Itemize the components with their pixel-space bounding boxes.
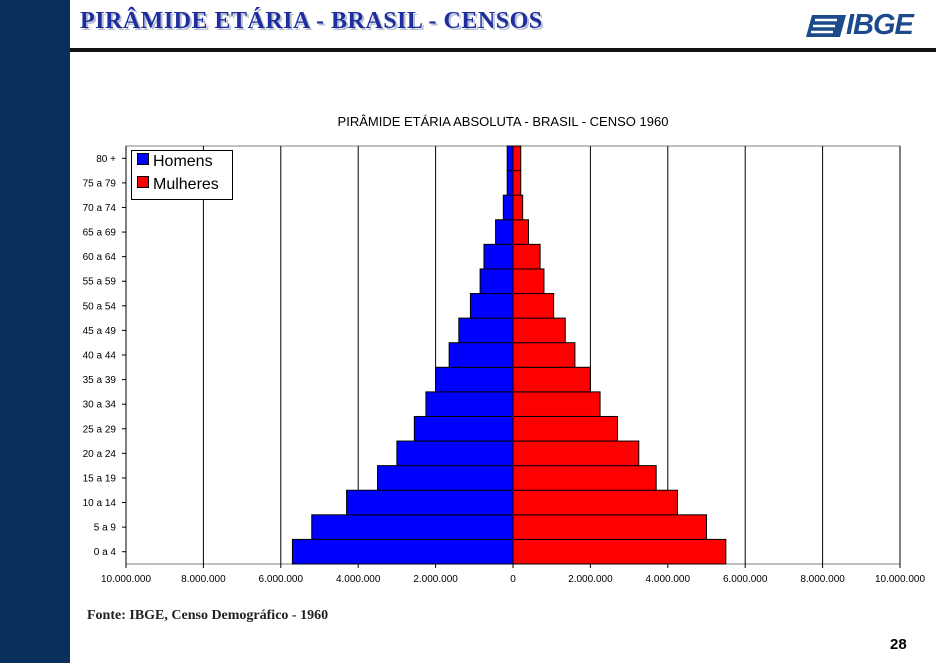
bar-men xyxy=(435,366,514,393)
bar-women xyxy=(512,440,640,467)
x-tick-label: 6.000.000 xyxy=(723,574,768,585)
y-tick-label: 5 a 9 xyxy=(94,523,117,534)
y-tick-label: 50 a 54 xyxy=(83,301,117,312)
x-tick-label: 2.000.000 xyxy=(568,574,613,585)
bar-women xyxy=(512,415,618,442)
bar-men xyxy=(311,514,514,540)
bar-women xyxy=(512,293,555,319)
x-tick-label: 0 xyxy=(510,574,516,585)
x-tick-label: 10.000.000 xyxy=(101,574,151,585)
source-note: Fonte: IBGE, Censo Demográfico - 1960 xyxy=(87,608,329,623)
bar-men xyxy=(291,538,514,565)
y-tick-label: 40 a 44 xyxy=(83,351,117,362)
y-tick-label: 0 a 4 xyxy=(94,547,117,558)
x-tick-label: 4.000.000 xyxy=(646,574,691,585)
sidebar-band xyxy=(0,0,70,663)
x-tick-label: 8.000.000 xyxy=(181,574,226,585)
bar-women xyxy=(512,194,524,221)
y-tick-label: 55 a 59 xyxy=(83,277,117,288)
legend-item-women: Mulheres xyxy=(137,176,219,198)
bar-men xyxy=(479,268,514,295)
bar-men xyxy=(495,219,514,245)
chart-legend: Homens Mulheres xyxy=(131,150,233,200)
x-tick-label: 8.000.000 xyxy=(800,574,845,585)
legend-item-men: Homens xyxy=(137,153,213,175)
bar-men xyxy=(413,415,514,442)
y-tick-label: 60 a 64 xyxy=(83,252,117,263)
bar-men xyxy=(506,145,514,172)
ibge-logo-mark-icon xyxy=(806,15,846,37)
bar-women xyxy=(512,219,529,245)
y-tick-label: 45 a 49 xyxy=(83,326,117,337)
bar-men xyxy=(506,170,514,196)
ibge-logo: IBGE xyxy=(806,9,928,42)
bar-women xyxy=(512,514,707,540)
y-tick-label: 35 a 39 xyxy=(83,375,117,386)
y-tick-label: 80 + xyxy=(96,154,116,165)
bar-men xyxy=(502,194,514,221)
chart-title: PIRÂMIDE ETÁRIA ABSOLUTA - BRASIL - CENS… xyxy=(337,114,669,129)
y-tick-label: 70 a 74 xyxy=(83,203,117,214)
bar-women xyxy=(512,538,727,565)
logo-text: IBGE xyxy=(846,9,914,41)
bar-men xyxy=(346,489,514,516)
bar-women xyxy=(512,465,657,491)
legend-label-women: Mulheres xyxy=(153,176,219,193)
x-tick-label: 6.000.000 xyxy=(259,574,304,585)
y-tick-label: 30 a 34 xyxy=(83,400,117,411)
legend-swatch-men xyxy=(137,153,149,165)
x-tick-label: 10.000.000 xyxy=(875,574,925,585)
y-tick-label: 10 a 14 xyxy=(83,498,117,509)
bar-women xyxy=(512,317,566,344)
population-pyramid-chart: 10.000.000 8.000.000 6.000.000 4.000.000 2.0… xyxy=(83,145,925,585)
y-tick-label: 20 a 24 xyxy=(83,449,117,460)
page-number: 28 xyxy=(890,636,907,653)
bar-men xyxy=(425,391,514,417)
bar-women xyxy=(512,170,522,196)
bar-men xyxy=(469,293,514,319)
bar-women xyxy=(512,366,591,393)
bar-women xyxy=(512,391,601,417)
bar-men xyxy=(458,317,514,344)
bar-men xyxy=(448,342,514,368)
x-tick-label: 2.000.000 xyxy=(413,574,458,585)
bar-women xyxy=(512,145,522,172)
page-title: PIRÂMIDE ETÁRIA - BRASIL - CENSOS xyxy=(80,8,543,34)
bar-men xyxy=(396,440,514,467)
legend-label-men: Homens xyxy=(153,153,213,170)
bar-men xyxy=(483,243,514,270)
bar-women xyxy=(512,489,678,516)
header-divider xyxy=(70,48,936,52)
bar-men xyxy=(377,465,514,491)
bar-women xyxy=(512,268,545,295)
y-tick-label: 25 a 29 xyxy=(83,424,117,435)
legend-swatch-women xyxy=(137,176,149,188)
y-tick-label: 65 a 69 xyxy=(83,228,117,239)
x-tick-label: 4.000.000 xyxy=(336,574,381,585)
y-tick-label: 75 a 79 xyxy=(83,178,117,189)
bar-women xyxy=(512,342,576,368)
bar-women xyxy=(512,243,541,270)
y-tick-label: 15 a 19 xyxy=(83,473,117,484)
